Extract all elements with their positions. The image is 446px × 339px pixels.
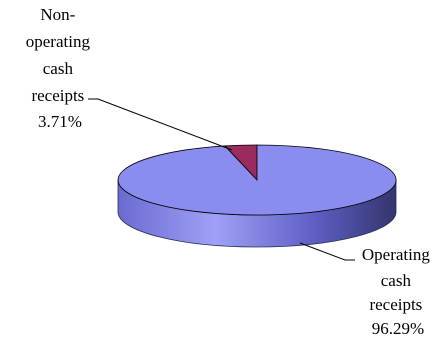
slice-operating-cash-receipts: [117, 144, 397, 216]
slice-percentage: 3.71%: [38, 112, 82, 131]
label-line: cash: [381, 271, 412, 290]
leader-line-operating: [299, 242, 355, 261]
label-line: receipts: [369, 295, 422, 314]
label-line: cash: [43, 59, 74, 78]
leader-line-non-operating: [88, 98, 233, 151]
label-line: receipts: [31, 86, 84, 105]
label-line: Non-: [40, 5, 75, 24]
label-non-operating-cash-receipts: Non- operating cash receipts 3.71%: [26, 5, 94, 131]
label-operating-cash-receipts: Operating cash receipts 96.29%: [362, 245, 434, 338]
label-line: Operating: [362, 245, 430, 264]
slice-percentage: 96.29%: [372, 319, 424, 338]
label-line: operating: [26, 32, 91, 51]
